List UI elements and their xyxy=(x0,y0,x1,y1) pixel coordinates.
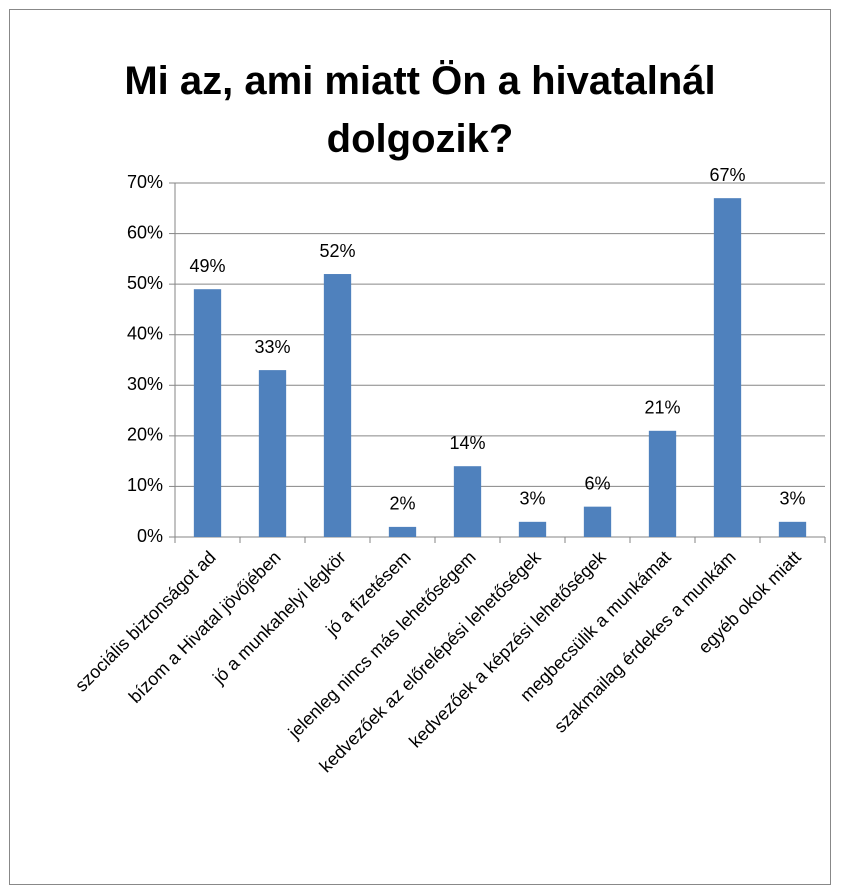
data-label: 52% xyxy=(319,241,355,261)
y-tick-label: 20% xyxy=(127,425,163,445)
y-tick-label: 0% xyxy=(137,526,163,546)
bar xyxy=(778,521,807,537)
y-tick-label: 60% xyxy=(127,222,163,242)
data-label: 33% xyxy=(254,337,290,357)
y-tick-label: 10% xyxy=(127,475,163,495)
bar xyxy=(648,430,677,537)
data-label: 21% xyxy=(644,398,680,418)
data-label: 49% xyxy=(189,256,225,276)
y-tick-label: 70% xyxy=(127,172,163,192)
data-label: 67% xyxy=(709,165,745,185)
chart-title: Mi az, ami miatt Ön a hivatalnál dolgozi… xyxy=(124,59,716,161)
chart-frame xyxy=(9,9,831,885)
data-label: 3% xyxy=(779,489,805,509)
data-label: 2% xyxy=(389,494,415,514)
bar xyxy=(258,370,287,537)
y-tick-label: 50% xyxy=(127,273,163,293)
y-tick-label: 40% xyxy=(127,323,163,343)
bar xyxy=(583,506,612,537)
bar xyxy=(713,198,742,537)
bar xyxy=(388,526,417,537)
data-label: 14% xyxy=(449,433,485,453)
bar xyxy=(193,289,222,537)
bar xyxy=(518,521,547,537)
data-label: 6% xyxy=(584,473,610,493)
y-tick-label: 30% xyxy=(127,374,163,394)
bar xyxy=(453,466,482,537)
data-label: 3% xyxy=(519,489,545,509)
bar xyxy=(323,274,352,537)
